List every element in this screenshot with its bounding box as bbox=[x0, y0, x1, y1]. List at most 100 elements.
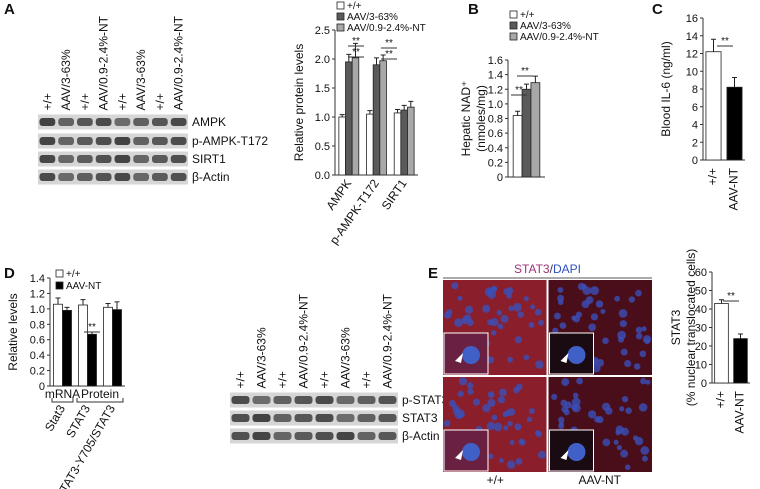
blot-lane-label: AAV/3-63% bbox=[134, 49, 148, 110]
arrowhead bbox=[455, 353, 463, 363]
nucleus bbox=[581, 283, 587, 290]
nucleus bbox=[507, 408, 516, 417]
nucleus bbox=[581, 300, 590, 309]
y-tick-label: 4 bbox=[692, 120, 698, 132]
blot-band bbox=[378, 414, 397, 422]
y-tick-label: 16 bbox=[686, 13, 698, 25]
blot-lane-label: AAV/0.9-2.4%-NT bbox=[97, 15, 111, 110]
nucleus bbox=[557, 416, 565, 424]
y-tick-label: 0 bbox=[39, 381, 45, 393]
blot-band bbox=[294, 432, 313, 440]
significance: ** bbox=[352, 36, 360, 47]
error-bar bbox=[346, 53, 352, 62]
y-axis-label: (nmoles/mg) bbox=[474, 85, 488, 152]
nucleus bbox=[635, 332, 643, 340]
y-tick-label: 1.0 bbox=[488, 99, 503, 111]
blot-band bbox=[39, 173, 56, 181]
blot-lane-label: AAV/0.9-2.4%-NT bbox=[297, 293, 311, 388]
blot-band bbox=[273, 396, 292, 404]
nucleus bbox=[551, 393, 558, 400]
blot-band bbox=[378, 432, 397, 440]
bar bbox=[112, 309, 122, 387]
bar bbox=[530, 82, 541, 178]
bar bbox=[62, 309, 72, 387]
nucleus bbox=[448, 399, 456, 407]
nucleus bbox=[601, 402, 611, 411]
nucleus bbox=[625, 407, 632, 414]
nucleus bbox=[516, 383, 523, 391]
significance: ** bbox=[88, 322, 96, 333]
bar bbox=[351, 57, 360, 176]
blot-band bbox=[77, 173, 93, 181]
error-bar bbox=[339, 114, 345, 117]
y-tick-label: 0.4 bbox=[30, 350, 45, 362]
error-bar bbox=[732, 76, 737, 88]
blot-band bbox=[252, 396, 271, 404]
blot-band bbox=[273, 414, 292, 422]
y-tick-label: 60 bbox=[695, 267, 707, 279]
y-tick-label: 2.0 bbox=[315, 54, 330, 66]
nucleus bbox=[600, 308, 606, 314]
nucleus bbox=[588, 323, 597, 332]
bar bbox=[345, 61, 353, 176]
y-tick-label: 14 bbox=[686, 31, 698, 43]
x-tick-label: +/+ bbox=[714, 391, 728, 408]
y-tick-label: 0.6 bbox=[30, 335, 45, 347]
x-tick-label: Stat3 bbox=[42, 402, 68, 434]
nucleus bbox=[571, 403, 581, 413]
arrowhead bbox=[455, 450, 463, 460]
blot-band bbox=[170, 173, 187, 181]
significance: ** bbox=[385, 38, 393, 49]
blot-band bbox=[133, 118, 149, 126]
nucleus bbox=[491, 330, 497, 336]
blot-band bbox=[95, 137, 112, 145]
blot-band bbox=[39, 118, 56, 126]
legend-label: AAV/3-63% bbox=[520, 21, 571, 32]
legend-label: AAV/3-63% bbox=[347, 12, 398, 23]
nucleus bbox=[530, 304, 536, 310]
nucleus bbox=[457, 295, 463, 301]
nucleus bbox=[595, 300, 604, 308]
y-tick-label: 1.4 bbox=[488, 70, 503, 82]
significance: ** bbox=[515, 85, 523, 96]
blot-band bbox=[336, 396, 355, 404]
nucleus bbox=[487, 391, 495, 399]
blot-strip bbox=[230, 410, 398, 426]
error-bar bbox=[105, 302, 111, 308]
error-bar bbox=[401, 104, 407, 111]
nucleus bbox=[486, 356, 495, 364]
nucleus bbox=[615, 430, 621, 436]
blot-row-label: STAT3 bbox=[402, 411, 438, 425]
nucleus bbox=[592, 363, 601, 373]
panel-letter: C bbox=[652, 1, 663, 18]
blot-lane-label: +/+ bbox=[40, 93, 54, 110]
nucleus bbox=[528, 407, 535, 414]
blot-band bbox=[294, 396, 313, 404]
bar bbox=[87, 333, 97, 387]
blot-band bbox=[114, 155, 131, 163]
blot-row-label: β-Actin bbox=[192, 170, 230, 184]
y-axis-label: Relative protein levels bbox=[292, 44, 306, 161]
blot-band bbox=[357, 432, 376, 440]
nucleus bbox=[590, 286, 599, 296]
nucleus bbox=[451, 282, 459, 290]
image-title-part: / bbox=[550, 262, 554, 276]
image-title: STAT3/DAPI bbox=[514, 262, 581, 276]
legend-label: AAV/0.9-2.4%-NT bbox=[520, 32, 599, 43]
nucleus bbox=[641, 326, 647, 332]
blot-band bbox=[114, 137, 131, 145]
bar bbox=[733, 338, 748, 384]
bar bbox=[400, 109, 408, 176]
blot-lane-label: +/+ bbox=[276, 371, 290, 388]
nucleus bbox=[635, 326, 643, 334]
bar bbox=[103, 306, 113, 387]
y-axis-label: STAT3 bbox=[669, 309, 683, 345]
y-tick-label: 1.2 bbox=[488, 84, 503, 96]
y-axis-label: Hepatic NAD⁺ bbox=[459, 81, 473, 157]
legend-label: +/+ bbox=[520, 10, 535, 21]
nucleus bbox=[463, 314, 472, 323]
nucleus bbox=[558, 421, 564, 427]
x-tick-label: AAV-NT bbox=[727, 167, 741, 210]
nucleus bbox=[624, 359, 632, 368]
blot-band bbox=[252, 414, 271, 422]
